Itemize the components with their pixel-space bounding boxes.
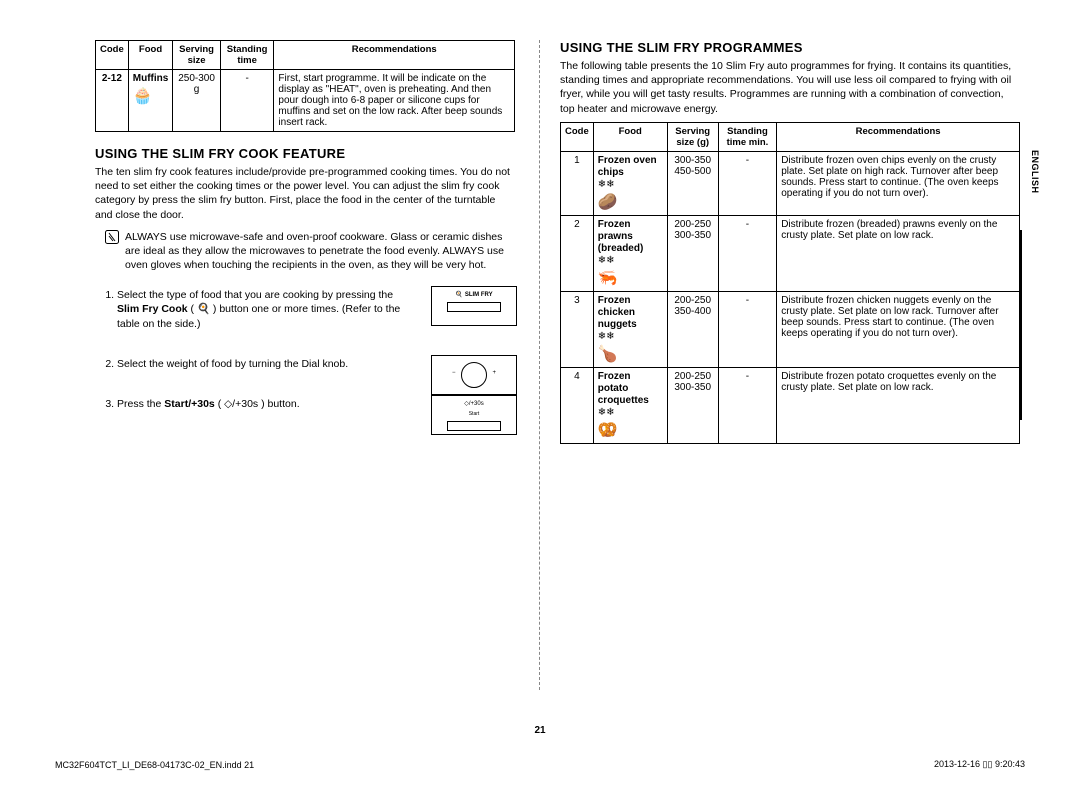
th-rec: Recommendations	[274, 41, 515, 70]
step-3: Press the Start/+30s ( ◇/+30s ) button. …	[117, 397, 515, 411]
th2-rec: Recommendations	[777, 122, 1020, 151]
th-food: Food	[128, 41, 173, 70]
cell-code: 4	[561, 368, 594, 444]
frozen-icon: ❄❄	[598, 255, 663, 267]
step-1: Select the type of food that you are coo…	[117, 288, 515, 331]
cell-standing: -	[718, 215, 777, 291]
food-icon: 🦐	[598, 269, 663, 288]
table-row: 2-12 Muffins 🧁 250-300 g - First, start …	[96, 70, 515, 132]
table-row: 2Frozen prawns (breaded)❄❄🦐200-250 300-3…	[561, 215, 1020, 291]
cell-rec: Distribute frozen potato croquettes even…	[777, 368, 1020, 444]
side-line	[1020, 230, 1022, 420]
programmes-title: USING THE SLIM FRY PROGRAMMES	[560, 40, 1020, 55]
footer-right: 2013-12-16 ▯▯ 9:20:43	[934, 759, 1025, 770]
table-row: 1Frozen oven chips❄❄🥔300-350 450-500-Dis…	[561, 151, 1020, 215]
food-icon: 🥔	[598, 193, 663, 212]
cell-rec: First, start programme. It will be indic…	[274, 70, 515, 132]
figure-slimfry-button: 🍳SLIM FRY	[431, 286, 517, 326]
cell-standing: -	[718, 368, 777, 444]
th-standing: Standing time	[220, 41, 274, 70]
footer-left: MC32F604TCT_LI_DE68-04173C-02_EN.indd 21	[55, 760, 254, 770]
step1-bold: Slim Fry Cook	[117, 303, 188, 315]
table-row: 3Frozen chicken nuggets❄❄🍗200-250 350-40…	[561, 292, 1020, 368]
start-label: ◇/+30s	[464, 400, 483, 408]
cell-serving: 200-250 300-350	[667, 368, 718, 444]
table-row: 4Frozen potato croquettes❄❄🥨200-250 300-…	[561, 368, 1020, 444]
food-icon: 🥨	[598, 421, 663, 440]
cell-code: 3	[561, 292, 594, 368]
cell-serving: 200-250 300-350	[667, 215, 718, 291]
cook-feature-intro: The ten slim fry cook features include/p…	[95, 165, 515, 222]
th2-code: Code	[561, 122, 594, 151]
left-column: Code Food Serving size Standing time Rec…	[95, 40, 515, 690]
food-name: Muffins	[133, 73, 169, 84]
cell-serving: 200-250 350-400	[667, 292, 718, 368]
right-column: USING THE SLIM FRY PROGRAMMES The follow…	[539, 40, 1020, 690]
cell-standing: -	[718, 292, 777, 368]
programmes-table: Code Food Serving size (g) Standing time…	[560, 122, 1020, 445]
step2-pre: Select the weight of food by turning the…	[117, 358, 348, 370]
frozen-icon: ❄❄	[598, 179, 663, 191]
step3-post: ( ◇/+30s ) button.	[215, 398, 300, 410]
step-2: Select the weight of food by turning the…	[117, 357, 515, 371]
step1-pre: Select the type of food that you are coo…	[117, 289, 393, 301]
slimfry-icon: 🍳	[455, 291, 462, 299]
cell-code: 2-12	[96, 70, 129, 132]
programmes-intro: The following table presents the 10 Slim…	[560, 59, 1020, 116]
muffin-icon: 🧁	[133, 87, 169, 106]
note-text: ALWAYS use microwave-safe and oven-proof…	[125, 230, 515, 273]
cell-code: 1	[561, 151, 594, 215]
cook-feature-title: USING THE SLIM FRY COOK FEATURE	[95, 146, 515, 161]
language-tab: ENGLISH	[1030, 150, 1040, 194]
frozen-icon: ❄❄	[598, 331, 663, 343]
figure-dial	[431, 355, 517, 395]
start-sub: Start	[469, 411, 480, 418]
figure-start-button: ◇/+30s Start	[431, 395, 517, 435]
th-code: Code	[96, 41, 129, 70]
cell-standing: -	[718, 151, 777, 215]
step3-bold: Start/+30s	[164, 398, 215, 410]
cell-food: Frozen potato croquettes❄❄🥨	[593, 368, 667, 444]
cell-food: Frozen chicken nuggets❄❄🍗	[593, 292, 667, 368]
step3-pre: Press the	[117, 398, 164, 410]
steps-list: Select the type of food that you are coo…	[95, 288, 515, 411]
cell-food: Frozen oven chips❄❄🥔	[593, 151, 667, 215]
cell-standing: -	[220, 70, 274, 132]
th2-standing: Standing time min.	[718, 122, 777, 151]
slimfry-label: SLIM FRY	[465, 291, 493, 299]
note-block: ALWAYS use microwave-safe and oven-proof…	[95, 230, 515, 279]
cell-rec: Distribute frozen oven chips evenly on t…	[777, 151, 1020, 215]
note-icon	[105, 230, 119, 279]
cell-rec: Distribute frozen chicken nuggets evenly…	[777, 292, 1020, 368]
th-serving: Serving size	[173, 41, 221, 70]
cell-code: 2	[561, 215, 594, 291]
page-number: 21	[534, 725, 545, 736]
cell-serving: 250-300 g	[173, 70, 221, 132]
cell-serving: 300-350 450-500	[667, 151, 718, 215]
muffins-table: Code Food Serving size Standing time Rec…	[95, 40, 515, 132]
cell-food: Frozen prawns (breaded)❄❄🦐	[593, 215, 667, 291]
th2-serving: Serving size (g)	[667, 122, 718, 151]
page-content: Code Food Serving size Standing time Rec…	[0, 0, 1080, 720]
food-icon: 🍗	[598, 345, 663, 364]
frozen-icon: ❄❄	[598, 407, 663, 419]
th2-food: Food	[593, 122, 667, 151]
cell-rec: Distribute frozen (breaded) prawns evenl…	[777, 215, 1020, 291]
cell-food: Muffins 🧁	[128, 70, 173, 132]
